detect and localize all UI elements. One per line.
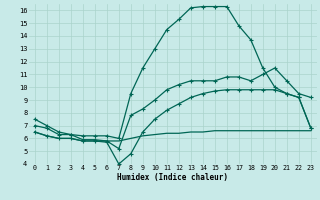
X-axis label: Humidex (Indice chaleur): Humidex (Indice chaleur) (117, 173, 228, 182)
